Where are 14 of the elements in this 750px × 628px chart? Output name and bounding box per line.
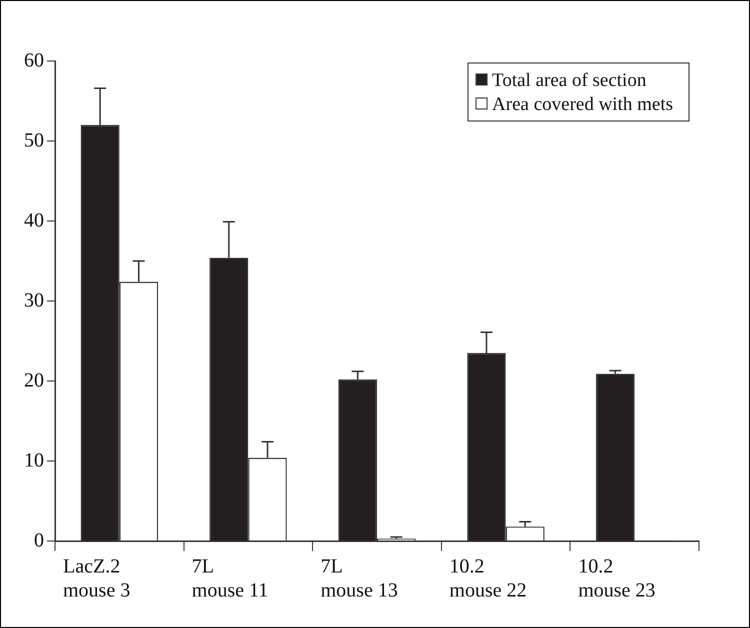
x-tick-label: 7L mouse 11: [192, 555, 268, 602]
y-tick-label: 50: [24, 129, 44, 152]
y-tick-label: 30: [24, 289, 44, 312]
x-tick-label: 7L mouse 13: [320, 555, 398, 602]
legend-label: Total area of section: [492, 70, 647, 91]
y-tick-label: 0: [34, 529, 44, 552]
x-tick-label: LacZ.2 mouse 3: [63, 555, 130, 602]
y-tick-label: 10: [24, 449, 44, 472]
legend-label: Area covered with mets: [492, 94, 674, 115]
y-tick-label: 20: [24, 369, 44, 392]
y-tick-label: 40: [24, 209, 44, 232]
x-tick-label: 10.2 mouse 22: [449, 555, 527, 602]
x-tick-label: 10.2 mouse 23: [578, 555, 656, 602]
y-tick-label: 60: [24, 49, 44, 72]
